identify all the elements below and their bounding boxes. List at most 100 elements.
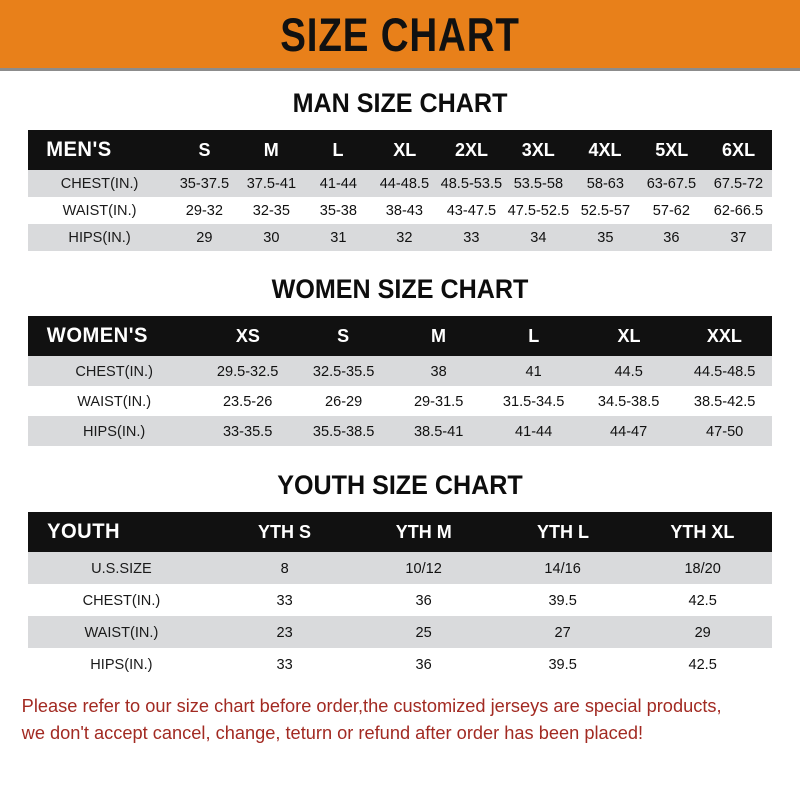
women-cell-value: 29.5-32.5 bbox=[217, 362, 279, 380]
men-cell-value: 37.5-41 bbox=[246, 175, 296, 192]
men-cell-value: 44-48.5 bbox=[380, 175, 430, 192]
women-size-header: M bbox=[430, 325, 446, 346]
note-line-1: Please refer to our size chart before or… bbox=[21, 695, 722, 716]
banner-title: SIZE CHART bbox=[280, 7, 520, 61]
section-men: MAN SIZE CHART MEN'S S M L XL 2XL 3XL 4XL 5XL 6XL… bbox=[0, 90, 800, 251]
men-cell-value: 32 bbox=[396, 229, 413, 246]
women-size-header: L bbox=[528, 325, 540, 346]
men-row-label: CHEST(IN.) bbox=[60, 175, 139, 192]
youth-size-header: YTH L bbox=[537, 521, 590, 542]
women-cell-value: 44.5 bbox=[614, 362, 644, 380]
men-size-header: 4XL bbox=[588, 139, 622, 160]
men-size-header: 5XL bbox=[655, 139, 689, 160]
women-size-table: WOMEN'S XS S M L XL XXL CHEST(IN.) 29.5-32.5 32.… bbox=[28, 316, 772, 446]
men-cell-value: 43-47.5 bbox=[446, 202, 497, 219]
women-cell-value: 33-35.5 bbox=[223, 422, 273, 440]
youth-header-row: YOUTH YTH S YTH M YTH L YTH XL bbox=[28, 512, 772, 552]
youth-row-label: HIPS(IN.) bbox=[90, 655, 153, 673]
note-line-2: we don't accept cancel, change, teturn o… bbox=[21, 721, 644, 743]
youth-cell-value: 23 bbox=[276, 623, 293, 641]
women-cell-value: 44.5-48.5 bbox=[693, 362, 756, 380]
men-cell-value: 34 bbox=[530, 229, 547, 246]
women-cell-value: 41-44 bbox=[515, 422, 553, 440]
men-size-table: MEN'S S M L XL 2XL 3XL 4XL 5XL 6XL CHEST(IN.) 35-3… bbox=[28, 130, 772, 251]
women-cell-value: 29-31.5 bbox=[413, 392, 464, 410]
men-cell-value: 67.5-72 bbox=[713, 175, 764, 192]
youth-cell-value: 10/12 bbox=[405, 559, 442, 577]
men-cell-value: 37 bbox=[730, 229, 747, 246]
women-cell-value: 44-47 bbox=[610, 422, 648, 440]
table-row: HIPS(IN.) 29 30 31 32 33 34 35 36 37 bbox=[28, 224, 772, 251]
men-row-label: WAIST(IN.) bbox=[62, 202, 137, 219]
men-cell-value: 32-35 bbox=[252, 202, 290, 219]
table-row: WAIST(IN.) 23.5-26 26-29 29-31.5 31.5-34.5 34… bbox=[28, 386, 772, 416]
youth-cell-value: 39.5 bbox=[548, 591, 578, 609]
men-cell-value: 29 bbox=[196, 229, 213, 246]
men-cell-value: 63-67.5 bbox=[647, 175, 697, 192]
men-cell-value: 29-32 bbox=[185, 202, 224, 219]
section-title-men: MAN SIZE CHART bbox=[292, 88, 508, 118]
youth-cell-value: 39.5 bbox=[548, 655, 578, 673]
table-row: CHEST(IN.) 33 36 39.5 42.5 bbox=[28, 584, 772, 616]
men-cell-value: 62-66.5 bbox=[713, 202, 764, 219]
men-cell-value: 31 bbox=[329, 229, 347, 246]
youth-cell-value: 33 bbox=[276, 655, 293, 673]
table-row: CHEST(IN.) 29.5-32.5 32.5-35.5 38 41 44.5 44.5… bbox=[28, 356, 772, 386]
women-size-header: S bbox=[337, 325, 350, 346]
section-title-youth: YOUTH SIZE CHART bbox=[277, 470, 523, 500]
youth-cell-value: 29 bbox=[694, 623, 711, 641]
youth-cell-value: 36 bbox=[415, 591, 432, 609]
youth-size-table: YOUTH YTH S YTH M YTH L YTH XL U.S.SIZE 8 10/1… bbox=[28, 512, 772, 680]
women-table-body: WOMEN'S XS S M L XL XXL CHEST(IN.) 29.5-32.5 32.… bbox=[28, 316, 772, 446]
youth-table-wrapper: YOUTH YTH S YTH M YTH L YTH XL U.S.SIZE 8 10/1… bbox=[28, 512, 772, 680]
women-header-label: WOMEN'S bbox=[46, 324, 148, 347]
section-youth: YOUTH SIZE CHART YOUTH YTH S YTH M YTH L YTH… bbox=[0, 472, 800, 680]
men-table-body: MEN'S S M L XL 2XL 3XL 4XL 5XL 6XL CHEST(IN.) 35-3… bbox=[28, 130, 772, 251]
men-cell-value: 41-44 bbox=[319, 175, 357, 192]
table-row: WAIST(IN.) 23 25 27 29 bbox=[28, 616, 772, 648]
women-cell-value: 38.5-42.5 bbox=[693, 392, 756, 410]
youth-cell-value: 42.5 bbox=[688, 591, 717, 609]
women-size-header: XL bbox=[617, 325, 641, 346]
men-header-row: MEN'S S M L XL 2XL 3XL 4XL 5XL 6XL bbox=[28, 130, 772, 170]
table-row: HIPS(IN.) 33 36 39.5 42.5 bbox=[28, 648, 772, 680]
men-cell-value: 33 bbox=[463, 229, 480, 246]
youth-row-label: WAIST(IN.) bbox=[84, 623, 159, 641]
men-size-header: 6XL bbox=[722, 139, 756, 160]
youth-size-header: YTH XL bbox=[670, 521, 735, 542]
women-cell-value: 32.5-35.5 bbox=[312, 362, 374, 380]
youth-size-header: YTH M bbox=[395, 521, 452, 542]
men-cell-value: 35-38 bbox=[319, 202, 357, 219]
youth-header-label: YOUTH bbox=[47, 520, 121, 543]
section-title-women: WOMEN SIZE CHART bbox=[271, 274, 529, 304]
order-policy-note: Please refer to our size chart before or… bbox=[0, 693, 788, 747]
women-cell-value: 26-29 bbox=[324, 392, 362, 410]
women-table-wrapper: WOMEN'S XS S M L XL XXL CHEST(IN.) 29.5-32.5 32.… bbox=[28, 316, 772, 446]
men-cell-value: 52.5-57 bbox=[580, 202, 630, 219]
youth-cell-value: 25 bbox=[415, 623, 432, 641]
men-size-header: L bbox=[332, 139, 344, 160]
youth-cell-value: 42.5 bbox=[688, 655, 717, 673]
men-cell-value: 58-63 bbox=[586, 175, 624, 192]
women-cell-value: 34.5-38.5 bbox=[598, 392, 660, 410]
table-row: U.S.SIZE 8 10/12 14/16 18/20 bbox=[28, 552, 772, 584]
women-row-label: HIPS(IN.) bbox=[83, 422, 146, 440]
men-cell-value: 48.5-53.5 bbox=[440, 175, 503, 192]
men-cell-value: 30 bbox=[263, 229, 280, 246]
women-row-label: WAIST(IN.) bbox=[77, 392, 152, 410]
women-cell-value: 38.5-41 bbox=[413, 422, 464, 440]
women-size-header: XS bbox=[235, 325, 260, 346]
women-cell-value: 35.5-38.5 bbox=[312, 422, 374, 440]
banner-divider bbox=[0, 68, 800, 71]
men-cell-value: 36 bbox=[663, 229, 680, 246]
youth-cell-value: 27 bbox=[554, 623, 572, 641]
women-cell-value: 23.5-26 bbox=[223, 392, 273, 410]
men-table-wrapper: MEN'S S M L XL 2XL 3XL 4XL 5XL 6XL CHEST(IN.) 35-3… bbox=[28, 130, 772, 251]
table-row: CHEST(IN.) 35-37.5 37.5-41 41-44 44-48.5 48.5… bbox=[28, 170, 772, 197]
men-size-header: M bbox=[263, 139, 279, 160]
men-size-header: 2XL bbox=[454, 139, 488, 160]
women-cell-value: 41 bbox=[525, 362, 542, 380]
men-cell-value: 35-37.5 bbox=[179, 175, 230, 192]
women-cell-value: 47-50 bbox=[705, 422, 743, 440]
